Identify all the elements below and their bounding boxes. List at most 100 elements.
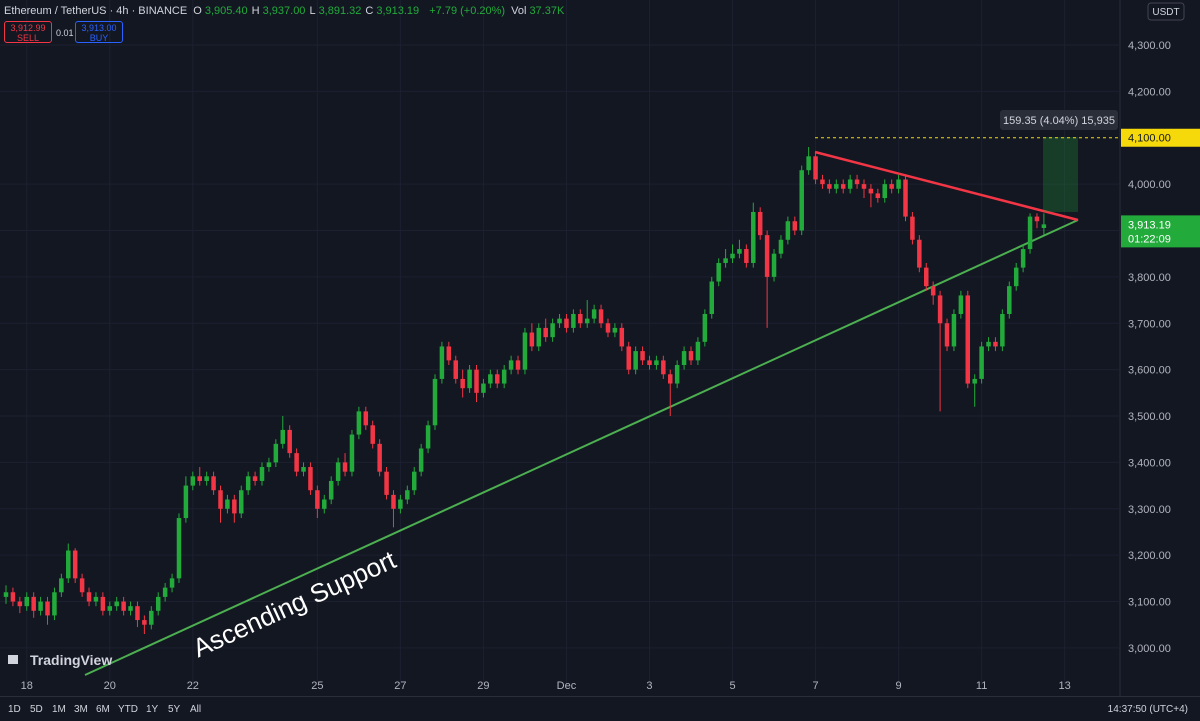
candle-body	[239, 490, 244, 514]
candle-body	[252, 476, 258, 481]
range-button[interactable]: YTD	[118, 704, 138, 715]
x-tick-label: 25	[311, 680, 323, 692]
candle-body	[903, 179, 908, 217]
candle-body	[958, 295, 964, 314]
candle-body	[930, 286, 936, 296]
candle-body	[972, 378, 977, 384]
sell-label[interactable]: SELL	[16, 33, 40, 43]
candle-body	[335, 462, 341, 481]
candle-body	[287, 429, 292, 454]
range-button[interactable]: 1Y	[146, 704, 159, 715]
candle-body	[432, 378, 438, 426]
candle-body	[501, 369, 507, 384]
y-tick-label: 3,500.00	[1128, 411, 1171, 423]
candle-body	[695, 341, 701, 361]
candle-body	[266, 462, 272, 468]
countdown: 01:22:09	[1128, 233, 1171, 245]
candle-body	[467, 369, 472, 389]
candle-body	[716, 262, 721, 282]
candle-body	[204, 476, 209, 481]
candle-body	[944, 323, 950, 347]
currency[interactable]: USDT	[1152, 7, 1179, 18]
candle-body	[280, 429, 286, 444]
candle-body	[155, 596, 161, 611]
logo-text: TradingView	[30, 652, 112, 668]
buy-button[interactable]: 3,913.00 BUY	[75, 21, 123, 43]
x-tick-label: 7	[812, 680, 818, 692]
candle-body	[924, 267, 929, 287]
candle-body	[363, 411, 369, 426]
candle-body	[197, 476, 202, 481]
candle-body	[771, 253, 777, 277]
candle-body	[121, 601, 126, 611]
candle-body	[79, 578, 85, 593]
price-tag-label: 3,913.19	[1128, 219, 1171, 231]
candle-body	[273, 443, 279, 463]
candle-body	[626, 346, 631, 370]
candle-body	[536, 327, 542, 347]
candle-body	[135, 606, 140, 621]
candle-body	[515, 360, 521, 370]
y-tick-label: 4,200.00	[1128, 86, 1171, 98]
candle-body	[834, 184, 839, 189]
candle-body	[591, 309, 597, 319]
candle-body	[522, 332, 528, 370]
candle-body	[24, 596, 30, 607]
range-button[interactable]: 5D	[30, 704, 43, 715]
candle-body	[370, 425, 375, 444]
range-button[interactable]: All	[190, 704, 202, 715]
candle-body	[405, 490, 410, 500]
candle-body	[162, 587, 168, 597]
candle-body	[986, 341, 991, 347]
y-tick-label: 3,000.00	[1128, 643, 1171, 655]
candle-body	[751, 211, 756, 263]
candle-body	[792, 221, 798, 231]
candle-body	[827, 184, 832, 189]
x-tick-label: 13	[1059, 680, 1071, 692]
candle-body	[411, 471, 417, 491]
candle-body	[453, 360, 458, 379]
range-button[interactable]: 1M	[52, 704, 66, 715]
range-button[interactable]: 3M	[74, 704, 88, 715]
candle-body	[315, 490, 320, 509]
candle-body	[38, 601, 43, 611]
candle-body	[460, 378, 465, 389]
candle-body	[619, 327, 625, 347]
candle-body	[446, 346, 452, 361]
buy-label[interactable]: BUY	[89, 33, 109, 43]
range-button[interactable]: 6M	[96, 704, 110, 715]
candle-body	[529, 332, 535, 347]
currency-box[interactable]	[1147, 2, 1185, 21]
price-tag	[1121, 128, 1200, 147]
candle-body	[1027, 216, 1033, 250]
sell-price[interactable]: 3,912.99	[10, 23, 46, 33]
candle-body	[806, 156, 811, 171]
quote-value: 3,891.32	[318, 5, 362, 17]
candle-body	[882, 184, 887, 199]
candle-body	[176, 518, 182, 579]
x-tick-label: 11	[976, 680, 987, 692]
candle-body	[550, 323, 555, 338]
candle-body	[322, 499, 327, 509]
candle-body	[840, 184, 846, 189]
candle-body	[107, 606, 113, 611]
candle-body	[1000, 313, 1005, 347]
volume: 37.37K	[529, 5, 565, 17]
candle-body	[979, 346, 984, 379]
candle-body	[875, 193, 881, 199]
candle-body	[1007, 286, 1012, 314]
candle-body	[965, 295, 971, 384]
candle-body	[861, 184, 867, 189]
symbol: Ethereum / TetherUS · 4h · BINANCE	[4, 5, 188, 17]
range-button[interactable]: 5Y	[168, 704, 181, 715]
quote: O 3,905.40 H 3,937.00 L 3,891.32 C 3,913.19	[193, 5, 423, 17]
sell-button[interactable]: 3,912.99 SELL	[4, 21, 52, 43]
quote-value: 3,905.40	[204, 5, 248, 17]
buy-price[interactable]: 3,913.00	[81, 23, 117, 33]
candle-body	[813, 156, 818, 180]
candle-body	[66, 550, 71, 579]
candle-body	[93, 596, 99, 602]
candle-body	[259, 467, 265, 481]
range-button[interactable]: 1D	[8, 704, 21, 715]
candle-body	[661, 360, 666, 375]
